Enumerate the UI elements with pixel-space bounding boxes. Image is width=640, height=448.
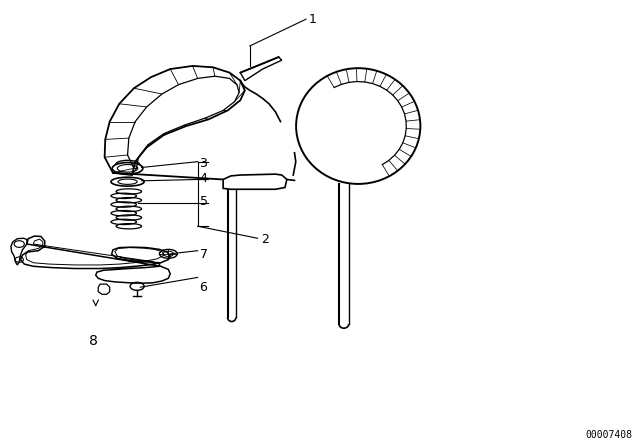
Text: 6: 6: [200, 281, 207, 294]
Text: 8: 8: [90, 334, 98, 348]
Text: 1: 1: [308, 13, 316, 26]
Polygon shape: [223, 174, 287, 189]
Text: 2: 2: [261, 233, 269, 246]
Text: 3: 3: [200, 156, 207, 169]
Text: 5: 5: [200, 195, 207, 208]
Text: 7: 7: [200, 248, 207, 261]
Text: 4: 4: [200, 172, 207, 185]
Text: 00007408: 00007408: [585, 430, 632, 440]
